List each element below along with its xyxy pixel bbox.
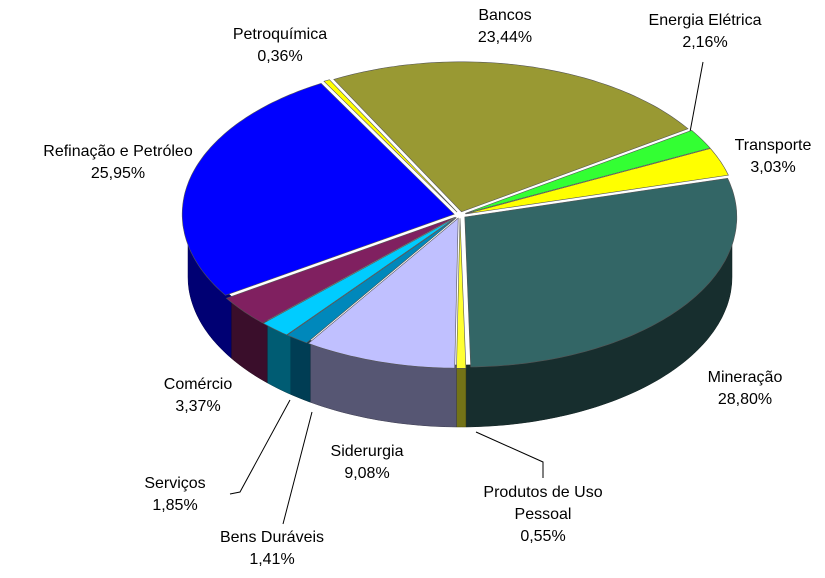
value-label: 1,85% bbox=[152, 497, 198, 514]
value-label: 1,41% bbox=[249, 551, 295, 568]
value-label: 0,36% bbox=[257, 48, 303, 65]
slice-label: Transporte 3,03% bbox=[688, 135, 825, 179]
slice bbox=[323, 79, 458, 213]
value-label: 28,80% bbox=[717, 391, 773, 408]
slice-label: Energia Elétrica 2,16% bbox=[620, 10, 790, 54]
slice bbox=[456, 218, 467, 369]
slice bbox=[307, 217, 459, 369]
leader-line bbox=[229, 399, 291, 495]
slice-sides bbox=[187, 214, 733, 428]
category-name: Siderurgia bbox=[330, 443, 404, 460]
value-label: 2,16% bbox=[682, 34, 728, 51]
value-label: 9,08% bbox=[344, 465, 390, 482]
slice-label: Siderurgia 9,08% bbox=[282, 441, 452, 485]
value-label: 0,55% bbox=[520, 528, 566, 545]
category-name: Comércio bbox=[163, 376, 233, 393]
slice-label: Petroquímica 0,36% bbox=[195, 24, 365, 68]
category-name: Transporte bbox=[734, 137, 812, 154]
value-label: 3,37% bbox=[175, 398, 221, 415]
slice bbox=[465, 148, 729, 215]
slice-label: Bens Duráveis 1,41% bbox=[187, 527, 357, 571]
category-name: Refinação e Petróleo bbox=[43, 143, 193, 160]
slice bbox=[286, 217, 457, 344]
slice-label: Bancos 23,44% bbox=[420, 5, 590, 49]
value-label: 3,03% bbox=[750, 159, 796, 176]
category-name: Produtos de Uso Pessoal bbox=[483, 484, 603, 523]
slice-label: Comércio 3,37% bbox=[113, 374, 283, 418]
category-name: Bancos bbox=[478, 7, 532, 24]
category-name: Serviços bbox=[144, 475, 206, 492]
value-label: 25,95% bbox=[90, 165, 146, 182]
slice-label: Serviços 1,85% bbox=[90, 473, 260, 517]
value-label: 23,44% bbox=[477, 29, 533, 46]
leader-line bbox=[282, 411, 313, 525]
category-name: Bens Duráveis bbox=[219, 529, 325, 546]
slice-side bbox=[456, 364, 467, 428]
leader-lines bbox=[229, 61, 704, 525]
slice bbox=[225, 216, 456, 324]
slice-side bbox=[290, 332, 311, 403]
slice-label: Mineração 28,80% bbox=[660, 367, 825, 411]
slice bbox=[181, 83, 455, 296]
category-name: Energia Elétrica bbox=[648, 12, 762, 29]
leader-line bbox=[689, 61, 704, 133]
slice-label: Refinação e Petróleo 25,95% bbox=[33, 141, 203, 185]
slice-label: Produtos de Uso Pessoal 0,55% bbox=[468, 482, 618, 548]
slice bbox=[333, 61, 689, 213]
slice bbox=[465, 130, 711, 214]
slice bbox=[262, 217, 457, 336]
category-name: Petroquímica bbox=[232, 26, 328, 43]
category-name: Mineração bbox=[707, 369, 783, 386]
slice bbox=[464, 177, 738, 368]
slice-tops bbox=[181, 61, 738, 369]
leader-line bbox=[475, 431, 544, 478]
